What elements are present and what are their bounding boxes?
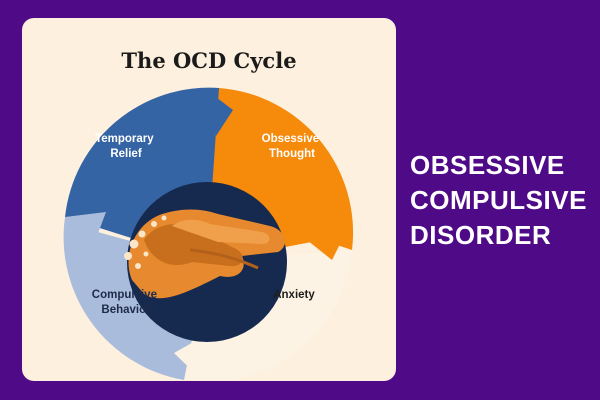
headline-line: COMPULSIVE [410,185,587,215]
hands-washing-illustration [124,209,285,299]
label-compulsive-behavior: Compulsive Behavior [92,289,160,316]
ocd-cycle-card: The OCD Cycle Temporary [22,18,396,381]
headline-line: OBSESSIVE [410,150,565,180]
arrow-tip-relief [204,88,233,136]
diagram-title: The OCD Cycle [121,48,297,73]
label-anxiety: Anxiety [273,289,315,301]
headline-line: DISORDER [410,220,552,250]
page-headline: OBSESSIVE COMPULSIVE DISORDER [410,148,600,253]
ocd-cycle-diagram: Temporary Relief Obsessive Thought Anxie… [63,87,354,381]
arrow-tip-compulsive [65,212,106,244]
arrow-tip-anxiety [174,336,204,380]
label-obsessive-thought: Obsessive Thought [262,133,323,160]
arrow-tip-obsessive [307,220,352,260]
label-temporary-relief: Temporary Relief [95,133,157,160]
